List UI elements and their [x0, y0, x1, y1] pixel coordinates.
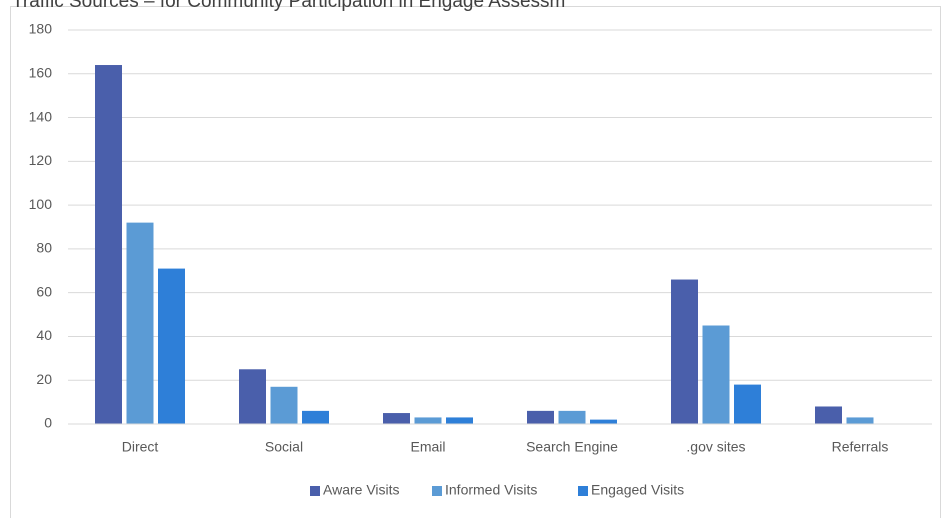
bar	[446, 417, 473, 424]
bar	[126, 222, 154, 424]
bar	[815, 406, 842, 424]
legend-label: Aware Visits	[323, 482, 400, 498]
bar	[95, 65, 122, 425]
x-tick-label: Social	[265, 439, 303, 455]
y-tick-label: 20	[36, 371, 52, 387]
bar	[414, 417, 442, 424]
x-tick-label: .gov sites	[686, 439, 745, 455]
bar	[302, 410, 329, 424]
bar	[270, 386, 298, 424]
y-tick-label: 40	[36, 327, 52, 343]
x-tick-label: Search Engine	[526, 439, 618, 455]
bar	[846, 417, 874, 424]
chart-frame	[10, 6, 941, 518]
bar	[527, 410, 554, 424]
legend-swatch	[578, 486, 588, 496]
y-tick-label: 140	[29, 108, 53, 124]
bar	[239, 369, 266, 424]
y-tick-label: 0	[44, 415, 52, 431]
bar	[734, 384, 761, 424]
bar	[590, 419, 617, 424]
x-tick-label: Direct	[122, 439, 159, 455]
legend-swatch	[432, 486, 442, 496]
bar	[671, 279, 698, 424]
y-tick-label: 160	[29, 64, 53, 80]
bar	[158, 268, 185, 424]
chart-title: Traffic Sources – for Community Particip…	[12, 0, 565, 12]
bar	[558, 410, 586, 424]
x-tick-label: Referrals	[832, 439, 889, 455]
bar	[383, 413, 410, 424]
y-tick-label: 120	[29, 152, 53, 168]
y-tick-label: 60	[36, 283, 52, 299]
legend-swatch	[310, 486, 320, 496]
y-tick-label: 180	[29, 21, 53, 37]
x-tick-label: Email	[410, 439, 445, 455]
y-tick-label: 80	[36, 240, 52, 256]
bar	[702, 325, 730, 424]
legend-label: Engaged Visits	[591, 482, 684, 498]
y-tick-label: 100	[29, 196, 53, 212]
legend-label: Informed Visits	[445, 482, 537, 498]
